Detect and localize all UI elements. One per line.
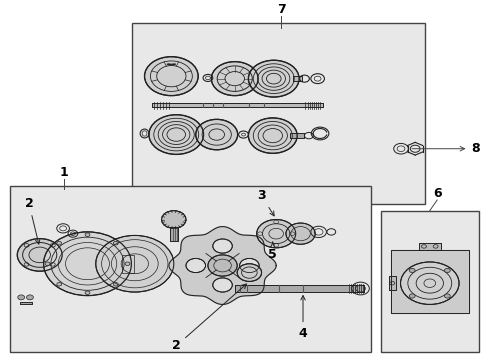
Text: 8: 8 [411,142,479,155]
Bar [289,133,304,138]
Circle shape [211,62,258,96]
Circle shape [149,115,203,154]
Text: 2: 2 [24,197,40,244]
Circle shape [113,283,118,286]
Text: 4: 4 [298,296,307,340]
Bar [234,285,363,292]
Circle shape [195,120,237,150]
Bar [380,211,478,352]
Circle shape [113,242,118,245]
Circle shape [248,118,297,153]
Circle shape [43,232,131,296]
Bar [169,226,177,241]
Bar [293,76,302,81]
Circle shape [26,295,33,300]
Circle shape [207,255,237,276]
Bar [418,243,440,249]
Circle shape [45,262,50,266]
Circle shape [125,262,130,266]
Text: 5: 5 [268,242,277,261]
Bar [20,302,32,305]
Circle shape [408,268,414,273]
Circle shape [18,295,24,300]
Bar [388,276,395,290]
Circle shape [444,294,449,298]
Polygon shape [169,226,276,305]
Bar [152,103,322,108]
Bar [169,226,177,241]
Bar [234,285,363,292]
Text: 3: 3 [257,189,274,216]
Polygon shape [390,249,468,313]
Circle shape [57,242,61,245]
Bar [132,23,424,203]
Circle shape [57,283,61,286]
Circle shape [96,235,173,292]
Bar [293,76,302,81]
Text: 7: 7 [276,3,285,16]
Text: 6: 6 [432,187,441,200]
Bar [10,186,370,352]
Circle shape [161,211,185,228]
Circle shape [239,258,259,273]
Circle shape [185,258,205,273]
Circle shape [17,239,62,271]
Circle shape [408,294,414,298]
Circle shape [444,268,449,273]
Bar [388,276,395,290]
Circle shape [400,262,458,305]
Circle shape [256,220,295,248]
Bar [418,243,440,249]
Bar [122,255,134,273]
Text: 2: 2 [171,284,246,352]
Circle shape [144,57,198,96]
Circle shape [85,233,90,237]
Text: 1: 1 [60,166,68,179]
Bar [122,255,134,273]
Bar [152,103,322,108]
Circle shape [248,60,299,97]
Circle shape [85,291,90,294]
Circle shape [212,278,232,292]
Circle shape [212,239,232,253]
Circle shape [285,223,315,244]
Bar [289,133,304,138]
Circle shape [237,264,261,282]
Bar [20,302,32,305]
